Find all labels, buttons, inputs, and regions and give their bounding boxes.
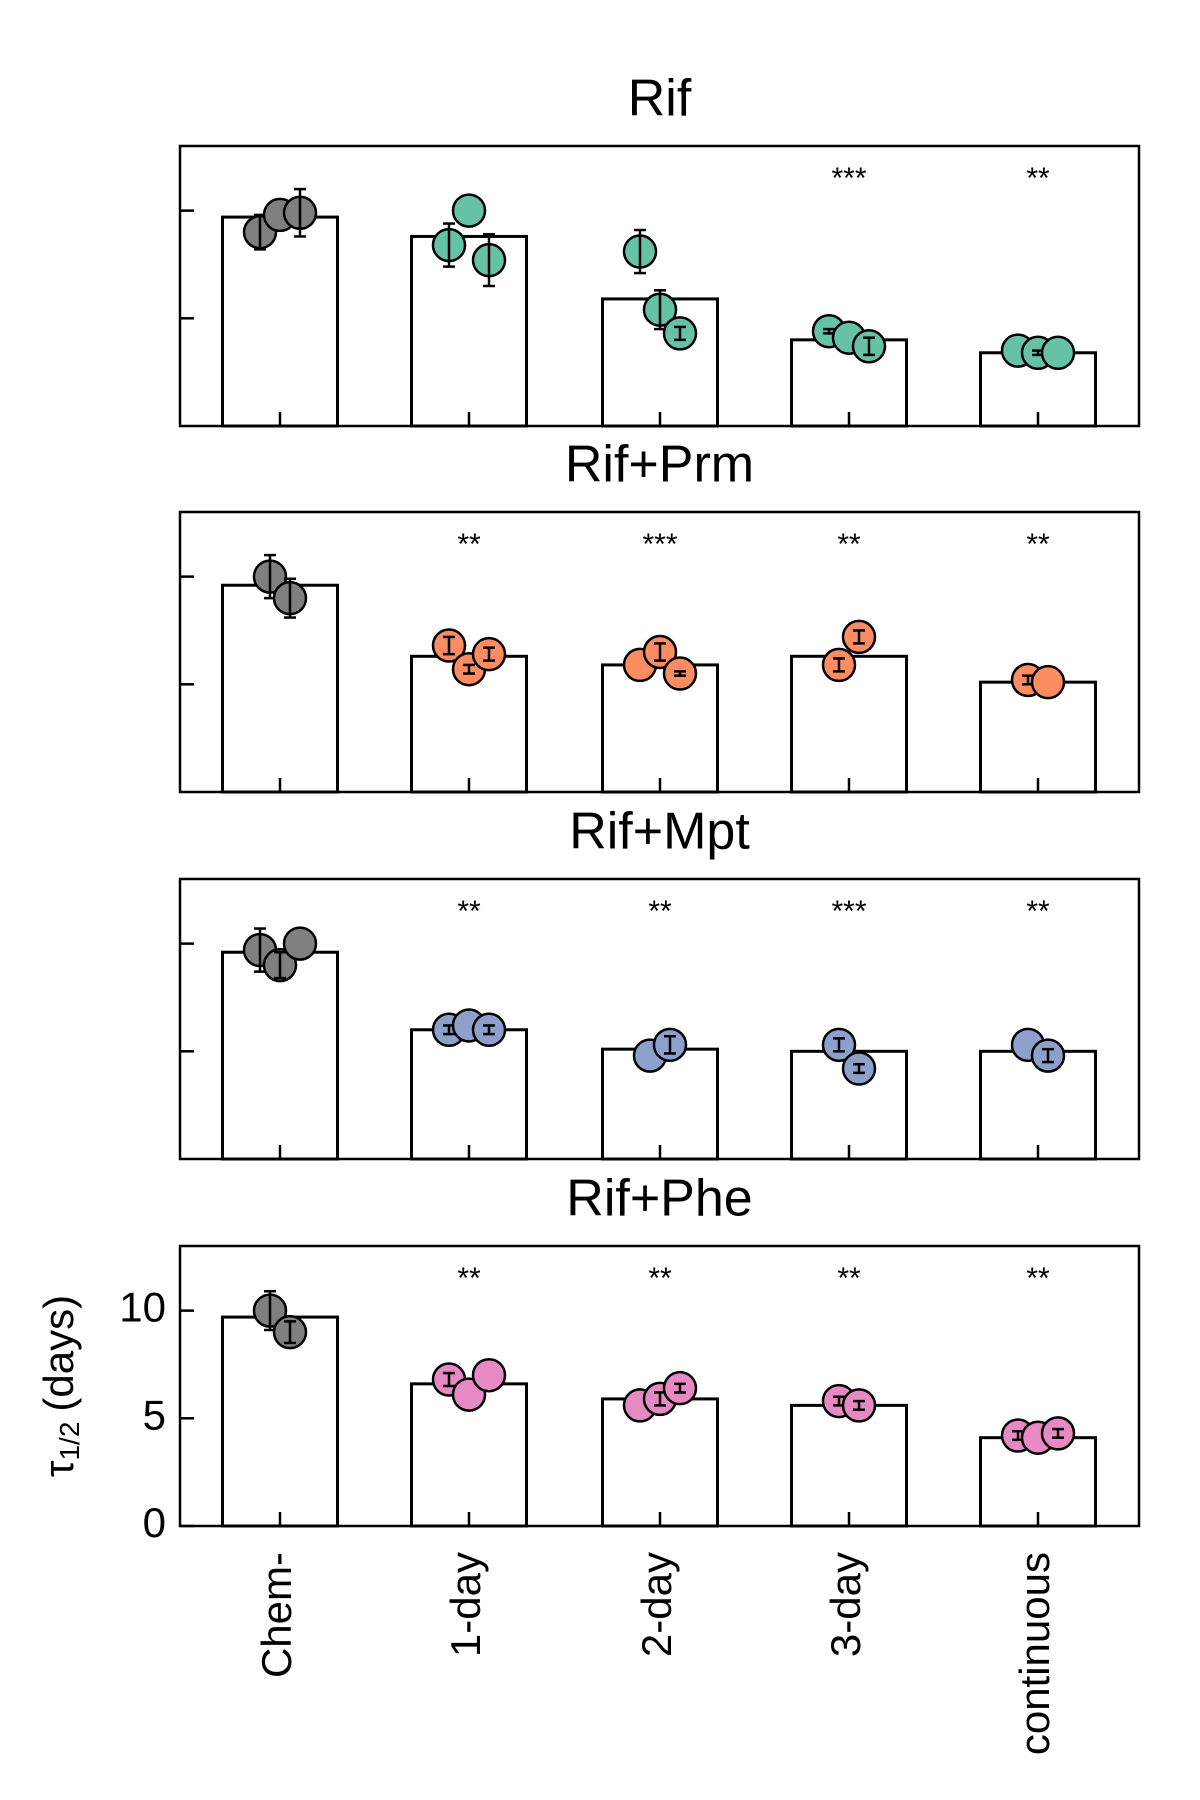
x-tick-label: continuous bbox=[1011, 1552, 1058, 1755]
significance: ** bbox=[1026, 162, 1050, 195]
error-bar bbox=[863, 336, 875, 357]
panel-title: Rif+Phe bbox=[566, 1170, 752, 1228]
significance: *** bbox=[831, 895, 866, 928]
error-bar bbox=[443, 1371, 455, 1388]
significance: ** bbox=[1026, 1262, 1050, 1295]
significance: ** bbox=[457, 895, 481, 928]
error-bar bbox=[443, 222, 455, 268]
significance: ** bbox=[1026, 895, 1050, 928]
bar bbox=[601, 1397, 719, 1528]
bar bbox=[979, 680, 1097, 794]
x-tick-label: 1-day bbox=[442, 1552, 489, 1657]
error-bar bbox=[1042, 1047, 1054, 1064]
error-bar bbox=[634, 228, 646, 275]
plot-frame bbox=[178, 1244, 1141, 1528]
significance: ** bbox=[648, 895, 672, 928]
bar bbox=[790, 1403, 908, 1528]
error-bar bbox=[674, 325, 686, 342]
error-bar bbox=[483, 646, 495, 662]
panel-title: Rif+Mpt bbox=[569, 803, 750, 861]
x-tick-label: 2-day bbox=[633, 1552, 680, 1657]
error-bar bbox=[274, 950, 286, 980]
significance: ** bbox=[837, 528, 861, 561]
bar bbox=[410, 234, 528, 428]
significance: ** bbox=[648, 1262, 672, 1295]
x-tick-label: Chem- bbox=[253, 1552, 300, 1678]
y-label-subscript: 1/2 bbox=[54, 1422, 85, 1461]
significance: *** bbox=[831, 162, 866, 195]
error-bar bbox=[853, 629, 865, 645]
panel: Rif+Mpt** ** *** ** bbox=[178, 803, 1141, 1161]
error-bar bbox=[254, 927, 266, 973]
bar bbox=[410, 1028, 528, 1161]
plot-frame bbox=[178, 510, 1141, 794]
data-point bbox=[282, 926, 318, 961]
error-bar bbox=[284, 1320, 296, 1345]
significance: *** bbox=[642, 528, 677, 561]
bar bbox=[221, 583, 339, 794]
y-label-symbol: τ bbox=[35, 1460, 82, 1477]
panel-title: Rif bbox=[628, 70, 692, 128]
panel: Rif+Phe 0 5 10 Chem- ** 1-day ** 2-day ** 3-day ** c… bbox=[119, 1170, 1141, 1755]
error-bar bbox=[463, 663, 475, 675]
bar bbox=[221, 1315, 339, 1528]
plot-frame bbox=[178, 144, 1141, 428]
error-bar bbox=[284, 577, 296, 619]
data-point bbox=[471, 1357, 507, 1393]
error-bar bbox=[833, 657, 845, 673]
y-label-unit: (days) bbox=[35, 1295, 82, 1412]
y-tick-label: 10 bbox=[119, 1284, 166, 1331]
panel: Rif+Prm** *** ** ** bbox=[178, 436, 1141, 794]
plot-frame bbox=[178, 877, 1141, 1161]
data-point bbox=[451, 193, 487, 228]
y-axis-label: τ1/2 (days) bbox=[35, 1295, 85, 1477]
error-bar bbox=[674, 1382, 686, 1394]
x-tick-label: 3-day bbox=[822, 1552, 869, 1657]
y-tick-label: 5 bbox=[143, 1391, 166, 1438]
significance: ** bbox=[837, 1262, 861, 1295]
bar bbox=[221, 950, 339, 1161]
significance: ** bbox=[1026, 528, 1050, 561]
error-bar bbox=[853, 1399, 865, 1411]
panel-title: Rif+Prm bbox=[565, 436, 754, 494]
error-bar bbox=[664, 1034, 676, 1055]
error-bar bbox=[674, 670, 686, 677]
error-bar bbox=[654, 642, 666, 662]
error-bar bbox=[483, 1024, 495, 1036]
bar bbox=[221, 215, 339, 428]
bar bbox=[601, 663, 719, 794]
error-bar bbox=[1052, 1427, 1064, 1439]
significance: ** bbox=[457, 1262, 481, 1295]
error-bar bbox=[833, 1037, 845, 1053]
data-point bbox=[1030, 664, 1066, 700]
y-tick-label: 0 bbox=[143, 1499, 166, 1546]
panel: Rif*** ** bbox=[178, 70, 1141, 428]
error-bar bbox=[443, 635, 455, 656]
data-point bbox=[1040, 335, 1076, 371]
significance: ** bbox=[457, 528, 481, 561]
error-bar bbox=[483, 233, 495, 288]
error-bar bbox=[294, 187, 306, 238]
error-bar bbox=[853, 1062, 865, 1075]
